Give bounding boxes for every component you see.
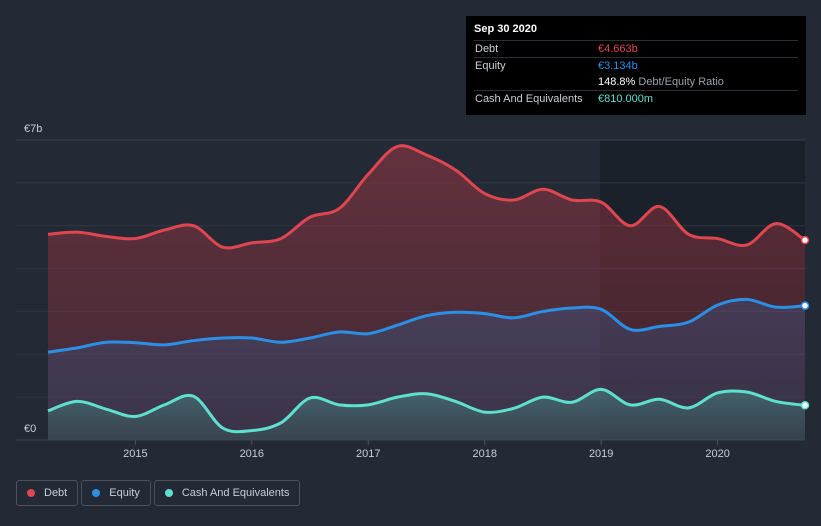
tooltip-debt-label: Debt	[475, 43, 499, 55]
debt-end-marker	[800, 235, 810, 245]
debt-dot-icon	[27, 489, 35, 497]
cash-area	[48, 389, 805, 440]
x-tick-label: 2016	[240, 448, 264, 460]
series-areas	[48, 145, 805, 440]
x-tick-label: 2018	[472, 448, 496, 460]
cash-dot-icon	[164, 489, 173, 497]
x-tick-label: 2015	[123, 448, 147, 460]
tooltip: Sep 30 2020 Debt €4.663b Equity €3.134b …	[466, 16, 806, 115]
legend: Debt Equity Cash And Equivalents	[16, 480, 301, 507]
tooltip-cash-value: €810.000m	[598, 93, 654, 105]
series-lines	[47, 144, 806, 434]
tooltip-debt-value: €4.663b	[598, 43, 638, 55]
y-tick-label-top: €7b	[24, 123, 42, 135]
legend-item-equity[interactable]: Equity	[81, 480, 151, 506]
cash-line	[47, 387, 806, 434]
tooltip-row-debt: Debt €4.663b	[474, 40, 798, 57]
legend-equity-label: Equity	[109, 487, 140, 499]
x-axis: 2015 2016 2017 2018 2019 2020	[123, 440, 730, 460]
equity-dot-icon	[92, 489, 101, 497]
legend-item-cash[interactable]: Cash And Equivalents	[153, 480, 301, 506]
tooltip-cash-label: Cash And Equivalents	[475, 93, 583, 105]
series-end-markers	[800, 235, 810, 410]
legend-item-debt[interactable]: Debt	[16, 480, 79, 506]
tooltip-row-cash: Cash And Equivalents €810.000m	[474, 90, 798, 107]
legend-debt-label: Debt	[44, 487, 68, 499]
equity-line	[47, 297, 806, 354]
x-tick-label: 2020	[705, 448, 729, 460]
tooltip-ratio-label: Debt/Equity Ratio	[638, 76, 724, 88]
cash-end-marker	[800, 401, 810, 410]
tooltip-equity-label: Equity	[475, 60, 506, 72]
x-tick-label: 2019	[589, 448, 613, 460]
equity-end-marker	[800, 301, 810, 310]
x-tick-label: 2017	[356, 448, 380, 460]
tooltip-row-ratio: 148.8% Debt/Equity Ratio	[474, 74, 798, 90]
legend-cash-label: Cash And Equivalents	[181, 487, 290, 499]
tooltip-ratio-value: 148.8%	[598, 76, 636, 88]
y-axis: €7b €0	[24, 123, 42, 435]
tooltip-equity-value: €3.134b	[598, 60, 638, 72]
tooltip-row-equity: Equity €3.134b	[474, 57, 798, 74]
y-tick-label-zero: €0	[24, 423, 36, 435]
debt-line	[47, 144, 806, 250]
tooltip-date: Sep 30 2020	[474, 23, 537, 35]
